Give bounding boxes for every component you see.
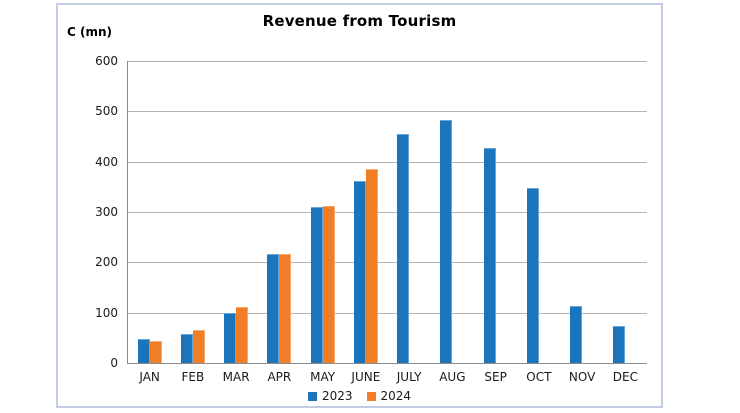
x-tick-label-jan: JAN bbox=[139, 370, 160, 384]
bar-2024-mar bbox=[236, 306, 249, 363]
bar-2024-june bbox=[365, 169, 378, 363]
gridline-600 bbox=[128, 61, 647, 62]
y-tick-label-0: 0 bbox=[110, 356, 118, 370]
bar-2024-apr bbox=[279, 253, 292, 363]
y-tick-label-300: 300 bbox=[95, 205, 118, 219]
bar-2023-sep bbox=[483, 147, 496, 363]
bar-2023-feb bbox=[180, 334, 193, 363]
gridline-400 bbox=[128, 161, 647, 163]
x-tick-label-sep: SEP bbox=[484, 370, 507, 384]
y-tick-label-500: 500 bbox=[95, 104, 118, 119]
y-tick-label-400: 400 bbox=[95, 154, 118, 169]
chart-frame: Revenue from Tourism C (mn) 0 100 200 300 40… bbox=[56, 3, 663, 408]
legend: 2023 2024 bbox=[58, 389, 661, 403]
y-tick-label-200: 200 bbox=[95, 255, 118, 270]
x-tick-label-dec: DEC bbox=[612, 370, 638, 384]
gridline-500 bbox=[128, 111, 647, 113]
x-tick-label-june: JUNE bbox=[351, 370, 381, 384]
bar-2023-nov bbox=[570, 305, 583, 363]
gridline-200 bbox=[128, 262, 647, 264]
bar-2023-may bbox=[310, 206, 323, 363]
bar-2024-feb bbox=[192, 330, 205, 363]
plot-area: 0 100 200 300 400 500 600 JAN FEB MAR APR MAY JUNE JU… bbox=[95, 54, 647, 384]
x-tick-label-may: MAY bbox=[310, 370, 336, 384]
x-tick-label-aug: AUG bbox=[439, 370, 466, 384]
y-tick-label-600: 600 bbox=[95, 54, 118, 68]
y-axis-unit-label: C (mn) bbox=[67, 25, 112, 39]
bar-2023-dec bbox=[613, 325, 626, 363]
bar-2023-jan bbox=[137, 339, 150, 363]
bar-2023-apr bbox=[267, 254, 280, 363]
bar-2023-july bbox=[397, 133, 410, 363]
legend-item-2023: 2023 bbox=[307, 389, 353, 403]
bar-2023-aug bbox=[440, 119, 453, 363]
bar-2023-mar bbox=[224, 312, 237, 363]
legend-swatch-2024 bbox=[366, 391, 376, 401]
x-tick-label-nov: NOV bbox=[568, 370, 596, 384]
legend-label-2023: 2023 bbox=[321, 389, 353, 403]
bar-2024-may bbox=[322, 206, 335, 363]
y-tick-label-100: 100 bbox=[95, 305, 118, 320]
bar-2023-oct bbox=[526, 188, 539, 363]
legend-label-2024: 2024 bbox=[380, 389, 412, 403]
gridline-300 bbox=[128, 212, 647, 213]
x-tick-label-oct: OCT bbox=[526, 370, 552, 384]
x-tick-label-july: JULY bbox=[396, 370, 422, 384]
legend-item-2024: 2024 bbox=[366, 389, 412, 403]
x-tick-label-feb: FEB bbox=[181, 370, 205, 384]
bar-2024-jan bbox=[149, 340, 162, 363]
x-tick-label-mar: MAR bbox=[222, 370, 250, 384]
gridline-100 bbox=[128, 312, 647, 314]
bar-2023-june bbox=[353, 181, 366, 363]
legend-swatch-2023 bbox=[307, 391, 317, 401]
chart-title: Revenue from Tourism bbox=[262, 12, 457, 30]
x-tick-label-apr: APR bbox=[267, 370, 292, 384]
